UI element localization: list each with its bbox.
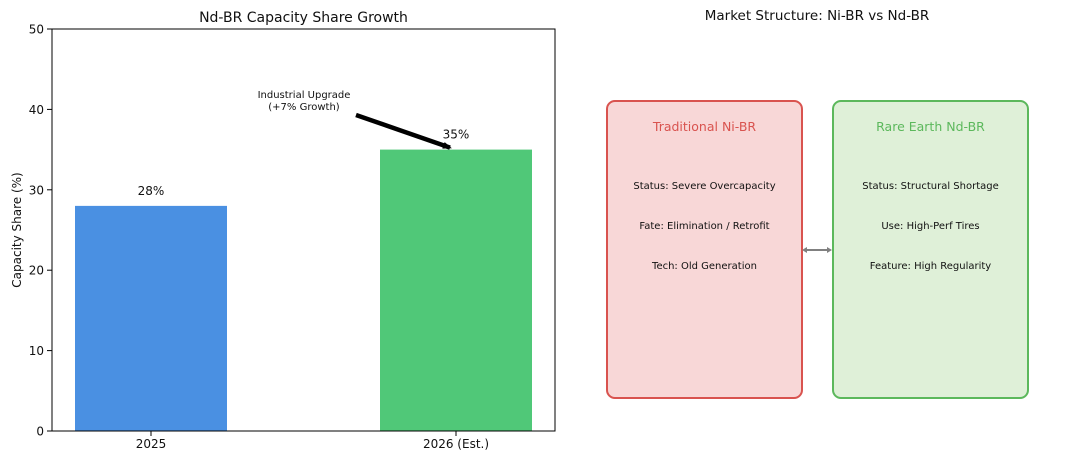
annotation-text: Industrial Upgrade xyxy=(258,90,351,101)
y-tick-label: 40 xyxy=(29,103,44,117)
y-tick-label: 30 xyxy=(29,183,44,197)
nd-br-card: Rare Earth Nd-BR Status: Structural Shor… xyxy=(832,100,1029,399)
comparison-title: Market Structure: Ni-BR vs Nd-BR xyxy=(704,8,930,24)
bar-2026-est xyxy=(380,149,532,431)
x-tick-label: 2026 (Est.) xyxy=(423,437,489,451)
ni-br-status-text: Status: Severe Overcapacity xyxy=(633,181,776,192)
nd-br-status-text: Status: Structural Shortage xyxy=(862,181,999,192)
ni-br-card: Traditional Ni-BR Status: Severe Overcap… xyxy=(606,100,803,399)
ni-br-card-title: Traditional Ni-BR xyxy=(652,119,757,134)
y-tick-label: 10 xyxy=(29,344,44,358)
bar-value-label: 35% xyxy=(443,128,470,142)
bar-value-label: 28% xyxy=(138,184,165,198)
y-tick-label: 20 xyxy=(29,264,44,278)
y-tick-label: 0 xyxy=(36,425,44,439)
double-arrow-icon xyxy=(802,247,832,253)
ni-br-fate-text: Fate: Elimination / Retrofit xyxy=(639,221,770,232)
plot-frame xyxy=(51,28,556,432)
y-tick-label: 50 xyxy=(29,23,44,37)
nd-br-card-title: Rare Earth Nd-BR xyxy=(876,119,985,134)
annotation-arrow xyxy=(355,112,452,150)
y-axis-label: Capacity Share (%) xyxy=(10,172,24,287)
chart-title: Nd-BR Capacity Share Growth xyxy=(199,10,408,26)
nd-br-use-text: Use: High-Perf Tires xyxy=(881,221,980,232)
x-tick-label: 2025 xyxy=(136,437,167,451)
ni-br-tech-text: Tech: Old Generation xyxy=(652,261,757,272)
annotation-text: (+7% Growth) xyxy=(268,102,340,113)
bar-2025 xyxy=(75,205,227,431)
nd-br-feature-text: Feature: High Regularity xyxy=(869,261,992,272)
